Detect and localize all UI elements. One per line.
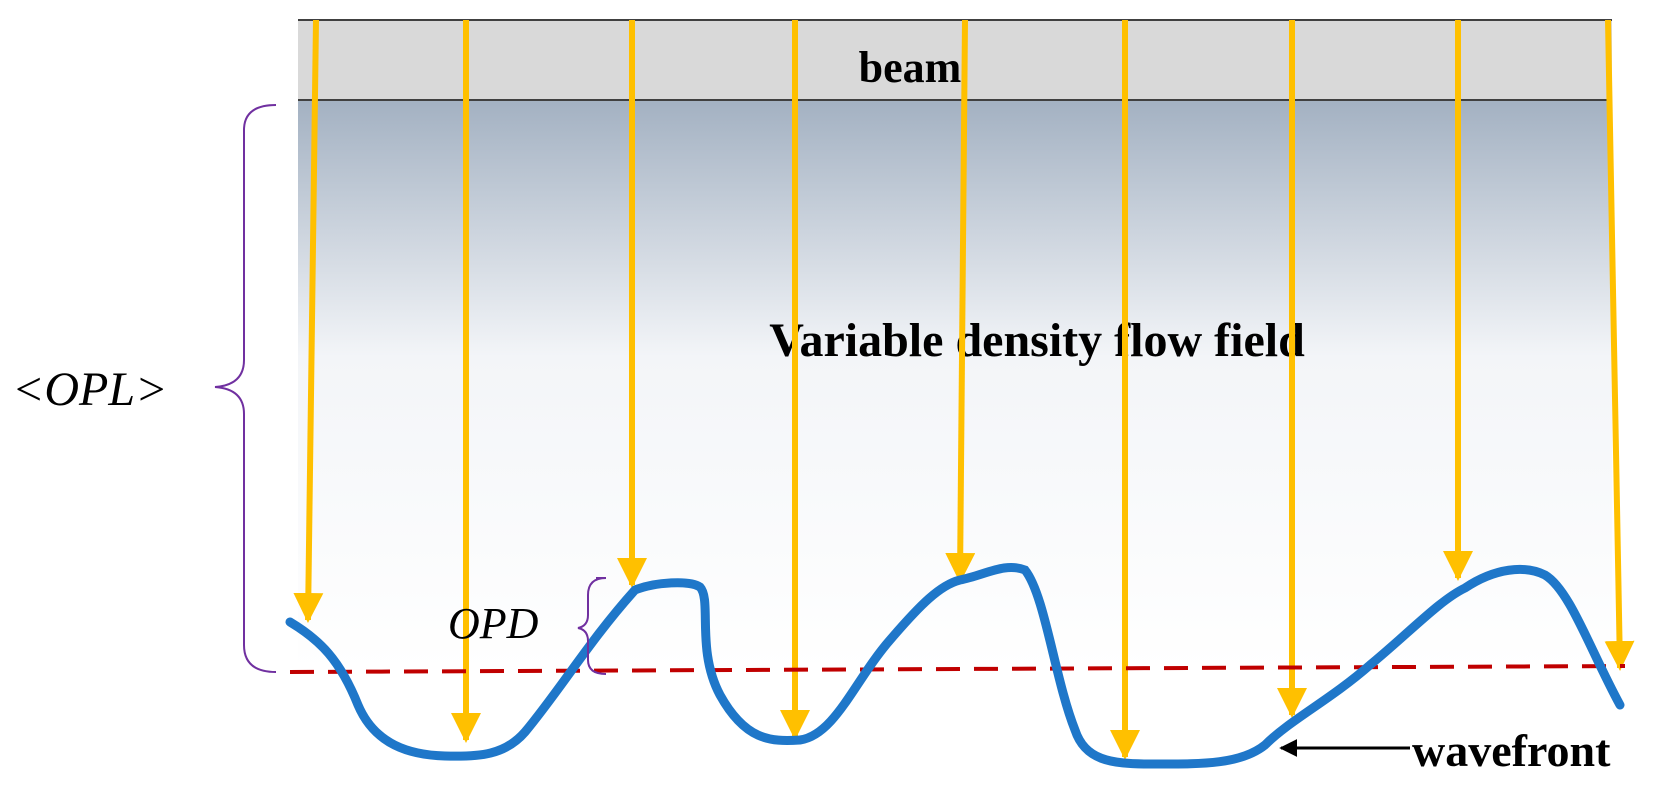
beam-label: beam: [859, 43, 962, 92]
wavefront-curve: [285, 562, 1625, 769]
flow-field-label: Variable density flow field: [769, 314, 1305, 367]
light-rays: [293, 19, 1635, 760]
opd-brace: [577, 577, 607, 675]
beam-bar: [298, 20, 1612, 100]
wavefront-label: wavefront: [1412, 725, 1611, 776]
opl-label: <OPL>: [12, 363, 167, 416]
reference-line: [289, 664, 1626, 674]
light-ray-9: [1604, 19, 1635, 671]
opd-label: OPD: [448, 599, 539, 648]
opl-brace: [214, 104, 277, 673]
light-ray-1: [293, 19, 324, 623]
light-ray-5: [945, 19, 976, 583]
